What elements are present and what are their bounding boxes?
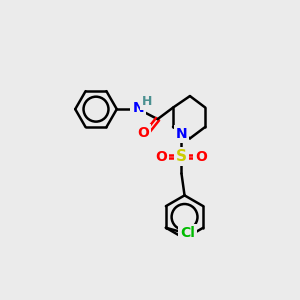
Text: O: O	[155, 149, 167, 164]
Text: N: N	[133, 100, 144, 115]
Text: O: O	[196, 149, 207, 164]
Text: H: H	[142, 95, 152, 108]
Text: O: O	[137, 126, 149, 140]
Text: N: N	[176, 127, 187, 141]
Text: Cl: Cl	[180, 226, 195, 240]
Text: S: S	[176, 149, 187, 164]
